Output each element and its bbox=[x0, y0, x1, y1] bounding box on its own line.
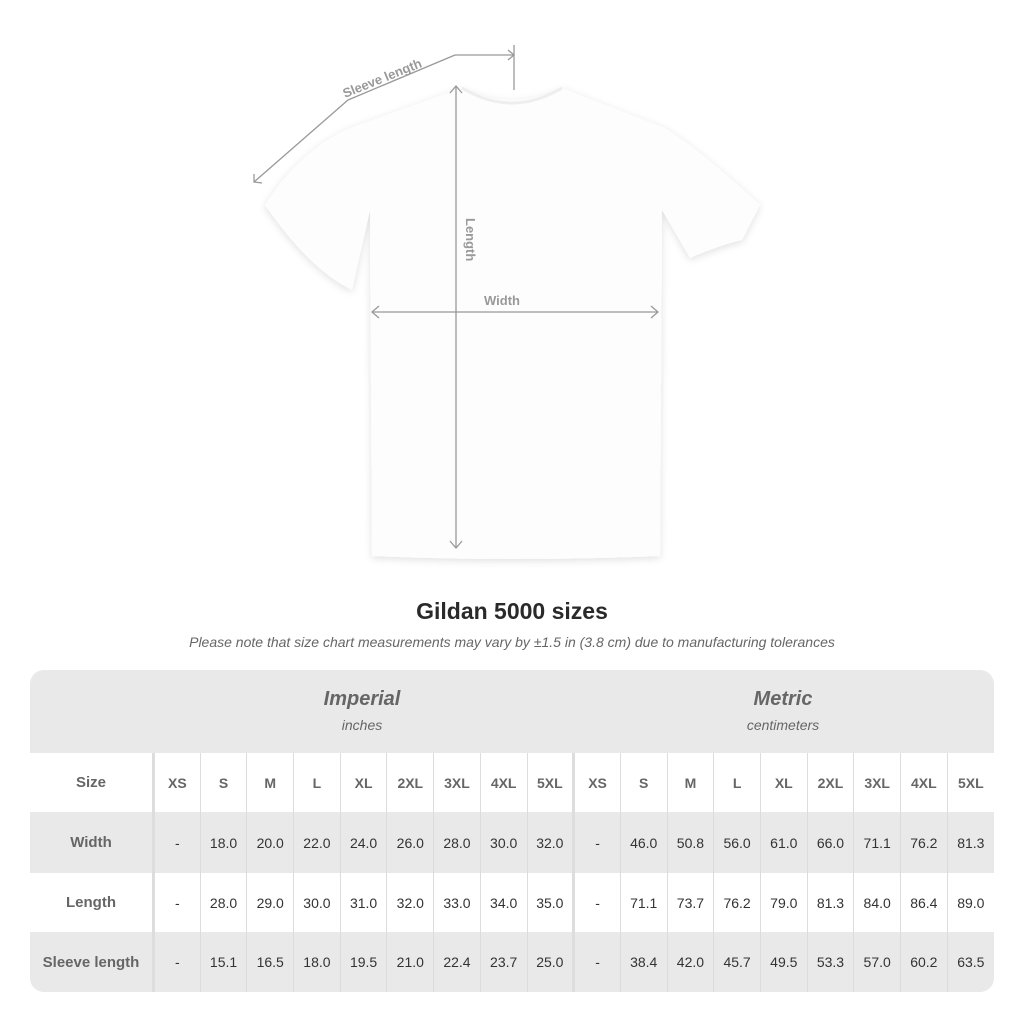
imperial-size-XS: XS bbox=[153, 753, 201, 812]
imperial-value: 18.0 bbox=[293, 932, 341, 992]
size-table: Imperial inches Metric centimeters Size X… bbox=[30, 670, 994, 992]
length-label: Length bbox=[463, 218, 478, 261]
metric-value: 81.3 bbox=[806, 873, 854, 932]
imperial-size-M: M bbox=[246, 753, 294, 812]
table-row: Sleeve length -15.1 16.5 18.0 19.5 21.0 22.4 23… bbox=[30, 932, 994, 992]
size-grid: Size XS S M L XL 2XL 3XL 4XL 5XL XS S M L XL 2XL 3XL 4XL 5… bbox=[30, 753, 994, 992]
chart-title: Gildan 5000 sizes bbox=[416, 598, 608, 624]
metric-value: 76.2 bbox=[713, 873, 761, 932]
tolerance-note: Please note that size chart measurements… bbox=[189, 634, 835, 650]
imperial-value: 20.0 bbox=[246, 812, 294, 873]
metric-value: 61.0 bbox=[759, 812, 808, 873]
size-label: Size bbox=[30, 753, 155, 812]
metric-value: 53.3 bbox=[806, 932, 854, 992]
metric-value: 71.1 bbox=[853, 812, 901, 873]
imperial-value: 33.0 bbox=[433, 873, 481, 932]
sleeve-measure-line bbox=[253, 99, 349, 183]
metric-size-5XL: 5XL bbox=[946, 753, 994, 812]
imperial-size-S: S bbox=[199, 753, 247, 812]
imperial-value: - bbox=[153, 812, 201, 873]
table-row: Length -28.0 29.0 30.0 31.0 32.0 33.0 34.0 35.0-… bbox=[30, 873, 994, 932]
metric-value: 60.2 bbox=[900, 932, 948, 992]
imperial-value: 25.0 bbox=[526, 932, 574, 992]
metric-value: 50.8 bbox=[666, 812, 714, 873]
width-label: Width bbox=[484, 293, 520, 308]
imperial-value: 22.4 bbox=[433, 932, 481, 992]
imperial-value: 24.0 bbox=[339, 812, 387, 873]
metric-heading: Metric bbox=[753, 688, 813, 710]
imperial-header: Imperial inches bbox=[152, 670, 572, 753]
imperial-size-L: L bbox=[293, 753, 341, 812]
tshirt-collar bbox=[461, 86, 563, 105]
row-label: Width bbox=[30, 812, 155, 873]
metric-value: 57.0 bbox=[853, 932, 901, 992]
imperial-value: 30.0 bbox=[293, 873, 341, 932]
imperial-value: 16.5 bbox=[246, 932, 294, 992]
metric-size-XL: XL bbox=[759, 753, 808, 812]
imperial-size-3XL: 3XL bbox=[433, 753, 481, 812]
size-header-row: Size XS S M L XL 2XL 3XL 4XL 5XL XS S M L XL 2XL 3XL 4XL 5… bbox=[30, 753, 994, 812]
imperial-value: 26.0 bbox=[386, 812, 434, 873]
metric-size-2XL: 2XL bbox=[806, 753, 854, 812]
metric-size-L: L bbox=[713, 753, 761, 812]
imperial-value: 15.1 bbox=[199, 932, 247, 992]
metric-value: 56.0 bbox=[713, 812, 761, 873]
tshirt-diagram: Sleeve length Length Width bbox=[253, 45, 760, 559]
imperial-value: 19.5 bbox=[339, 932, 387, 992]
metric-value: 79.0 bbox=[759, 873, 808, 932]
imperial-value: 29.0 bbox=[246, 873, 294, 932]
metric-value: 76.2 bbox=[900, 812, 948, 873]
metric-value: 45.7 bbox=[713, 932, 761, 992]
imperial-value: 22.0 bbox=[293, 812, 341, 873]
imperial-value: 23.7 bbox=[479, 932, 527, 992]
metric-size-3XL: 3XL bbox=[853, 753, 901, 812]
metric-value: 46.0 bbox=[619, 812, 668, 873]
metric-size-M: M bbox=[666, 753, 714, 812]
imperial-value: 34.0 bbox=[479, 873, 527, 932]
metric-value: 66.0 bbox=[806, 812, 854, 873]
metric-value: 49.5 bbox=[759, 932, 808, 992]
metric-value: 63.5 bbox=[946, 932, 994, 992]
metric-size-XS: XS bbox=[572, 753, 621, 812]
imperial-value: - bbox=[153, 873, 201, 932]
metric-value: 89.0 bbox=[946, 873, 994, 932]
metric-value: 73.7 bbox=[666, 873, 714, 932]
metric-value: 84.0 bbox=[853, 873, 901, 932]
imperial-value: 21.0 bbox=[386, 932, 434, 992]
metric-size-4XL: 4XL bbox=[900, 753, 948, 812]
metric-header: Metric centimeters bbox=[572, 670, 994, 753]
imperial-value: 30.0 bbox=[479, 812, 527, 873]
metric-value: - bbox=[572, 873, 621, 932]
metric-value: 86.4 bbox=[900, 873, 948, 932]
metric-size-S: S bbox=[619, 753, 668, 812]
imperial-value: 32.0 bbox=[526, 812, 574, 873]
imperial-size-5XL: 5XL bbox=[526, 753, 574, 812]
imperial-unit: inches bbox=[341, 717, 383, 733]
imperial-size-4XL: 4XL bbox=[479, 753, 527, 812]
imperial-value: 18.0 bbox=[199, 812, 247, 873]
row-label: Sleeve length bbox=[30, 932, 155, 992]
metric-value: 71.1 bbox=[619, 873, 668, 932]
imperial-value: 28.0 bbox=[433, 812, 481, 873]
imperial-value: - bbox=[153, 932, 201, 992]
imperial-heading: Imperial bbox=[323, 688, 401, 710]
sleeve-length-label: Sleeve length bbox=[341, 55, 424, 100]
table-row: Width -18.0 20.0 22.0 24.0 26.0 28.0 30.0 32.0-4… bbox=[30, 812, 994, 873]
metric-value: 38.4 bbox=[619, 932, 668, 992]
metric-value: 81.3 bbox=[946, 812, 994, 873]
imperial-size-XL: XL bbox=[339, 753, 387, 812]
imperial-value: 32.0 bbox=[386, 873, 434, 932]
imperial-value: 31.0 bbox=[339, 873, 387, 932]
metric-value: - bbox=[572, 932, 621, 992]
metric-value: 42.0 bbox=[666, 932, 714, 992]
metric-value: - bbox=[572, 812, 621, 873]
imperial-size-2XL: 2XL bbox=[386, 753, 434, 812]
tshirt-shape bbox=[265, 88, 760, 559]
imperial-value: 28.0 bbox=[199, 873, 247, 932]
metric-unit: centimeters bbox=[746, 717, 820, 733]
row-label: Length bbox=[30, 873, 155, 932]
imperial-value: 35.0 bbox=[526, 873, 574, 932]
